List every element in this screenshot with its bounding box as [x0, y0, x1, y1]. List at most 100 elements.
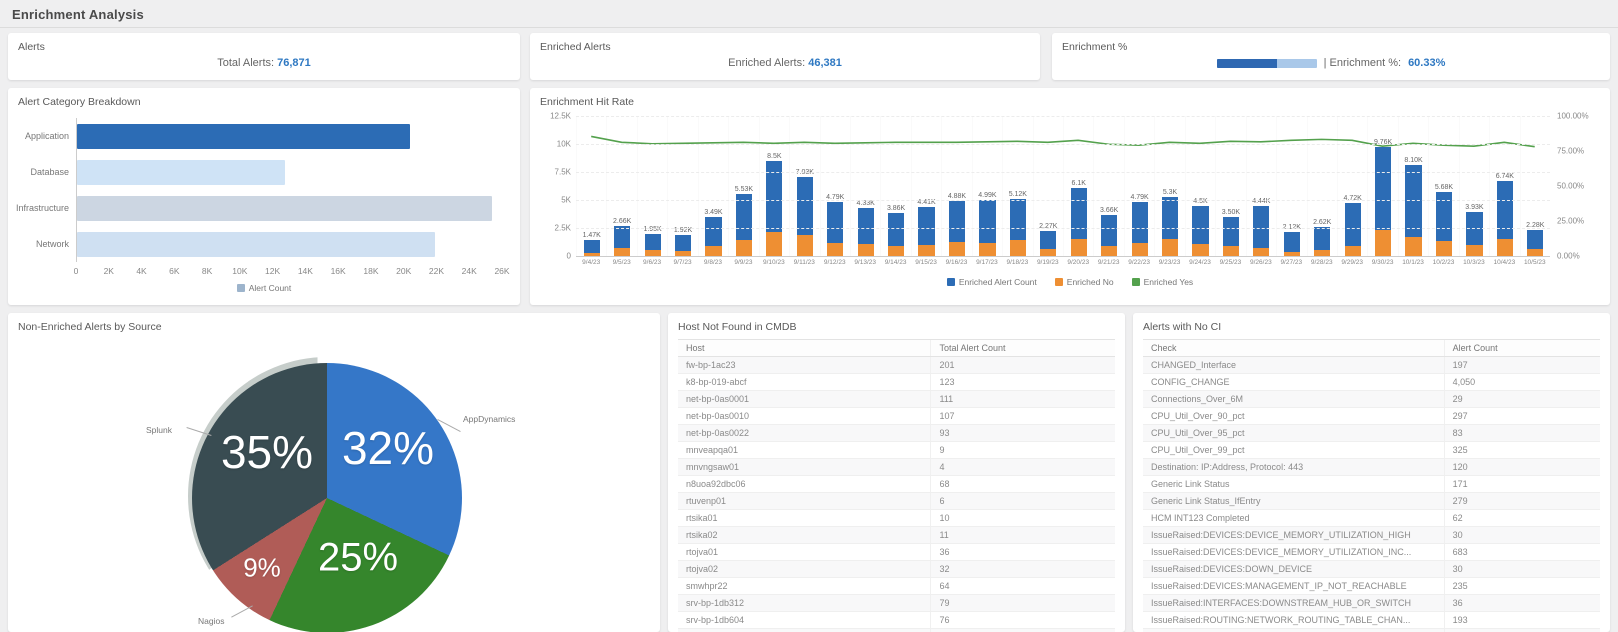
- cmdb-table-row[interactable]: n8uoa92dbc06 68: [678, 476, 1115, 493]
- enriched-no-segment[interactable]: [1040, 248, 1057, 256]
- enriched-no-segment[interactable]: [1466, 244, 1483, 256]
- stacked-bar[interactable]: [735, 194, 752, 256]
- cmdb-table-row[interactable]: smwhpr22 64: [678, 578, 1115, 595]
- cmdb-table-row[interactable]: net-bp-0as0010 107: [678, 408, 1115, 425]
- enriched-no-segment[interactable]: [1253, 248, 1270, 256]
- noci-table-row[interactable]: CHANGED_Interface 197: [1143, 357, 1600, 374]
- enriched-alert-count-segment[interactable]: [1040, 230, 1057, 249]
- noci-table-row[interactable]: IssueRaised:DEVICES:DEVICE_MEMORY_UTILIZ…: [1143, 527, 1600, 544]
- enriched-alert-count-segment[interactable]: [857, 207, 874, 244]
- enriched-alert-count-segment[interactable]: [948, 201, 966, 242]
- enriched-no-segment[interactable]: [1496, 239, 1513, 256]
- stacked-bar[interactable]: [1527, 230, 1544, 256]
- kpi-enriched-value[interactable]: 46,381: [808, 57, 842, 69]
- stacked-bar[interactable]: [796, 177, 813, 256]
- stacked-bar[interactable]: [674, 234, 692, 256]
- noci-table-row[interactable]: IssueRaised:DEVICES:MANAGEMENT_IP_NOT_RE…: [1143, 578, 1600, 595]
- enriched-no-segment[interactable]: [766, 232, 783, 256]
- enriched-no-segment[interactable]: [979, 242, 996, 256]
- stacked-bar[interactable]: [583, 239, 600, 256]
- stacked-bar[interactable]: [1375, 146, 1392, 256]
- stacked-bar[interactable]: [1131, 202, 1148, 256]
- enriched-alert-count-segment[interactable]: [979, 200, 996, 243]
- enriched-alert-count-segment[interactable]: [583, 239, 600, 253]
- enriched-no-segment[interactable]: [1070, 239, 1087, 256]
- stacked-bar[interactable]: [1314, 226, 1331, 256]
- source-pie-chart[interactable]: [192, 363, 462, 632]
- enriched-alert-count-segment[interactable]: [644, 234, 661, 251]
- noci-table-row[interactable]: Generic Link Status 171: [1143, 476, 1600, 493]
- stacked-bar[interactable]: [1070, 187, 1087, 256]
- noci-col-check[interactable]: Check: [1143, 340, 1445, 356]
- enriched-alert-count-segment[interactable]: [1161, 196, 1179, 240]
- stacked-bar[interactable]: [644, 234, 661, 256]
- enriched-no-segment[interactable]: [1101, 245, 1118, 256]
- cmdb-table-row[interactable]: rtojva02 32: [678, 561, 1115, 578]
- category-bar[interactable]: [77, 123, 411, 149]
- noci-table-header[interactable]: Check Alert Count: [1143, 339, 1600, 357]
- noci-table-row[interactable]: IssueRaised:SECURITY:UNKNOWN_COMMUNITY_S…: [1143, 629, 1600, 632]
- stacked-bar[interactable]: [948, 201, 966, 256]
- stacked-bar[interactable]: [857, 207, 874, 256]
- noci-table-row[interactable]: CPU_Util_Over_90_pct 297: [1143, 408, 1600, 425]
- enriched-alert-count-segment[interactable]: [1283, 232, 1300, 253]
- noci-table-row[interactable]: Generic Link Status_IfEntry 279: [1143, 493, 1600, 510]
- stacked-bar[interactable]: [888, 212, 905, 256]
- stacked-bar[interactable]: [1253, 206, 1270, 256]
- stacked-bar[interactable]: [1040, 230, 1057, 256]
- enriched-no-segment[interactable]: [1222, 246, 1239, 256]
- stacked-bar[interactable]: [918, 206, 935, 256]
- stacked-bar[interactable]: [1222, 216, 1239, 256]
- enriched-no-segment[interactable]: [735, 240, 752, 256]
- kpi-alerts-value[interactable]: 76,871: [277, 57, 311, 69]
- cmdb-table-header[interactable]: Host Total Alert Count: [678, 339, 1115, 357]
- enriched-no-segment[interactable]: [1344, 246, 1361, 256]
- category-bar[interactable]: [77, 159, 285, 185]
- stacked-bar[interactable]: [1466, 212, 1483, 256]
- enriched-no-segment[interactable]: [796, 234, 813, 256]
- cmdb-table-row[interactable]: mnvngsaw01 4: [678, 459, 1115, 476]
- enriched-alert-count-segment[interactable]: [1222, 216, 1239, 247]
- enriched-no-segment[interactable]: [583, 252, 600, 256]
- cmdb-table-row[interactable]: srv-bp-1db60574: [678, 629, 1115, 632]
- enriched-alert-count-segment[interactable]: [918, 206, 935, 246]
- cmdb-table-row[interactable]: rtsika02 11: [678, 527, 1115, 544]
- enriched-alert-count-segment[interactable]: [1009, 198, 1026, 241]
- kpi-pct-value[interactable]: 60.33%: [1408, 57, 1446, 69]
- enriched-no-segment[interactable]: [1131, 242, 1148, 256]
- enriched-no-segment[interactable]: [1009, 240, 1026, 256]
- noci-table-row[interactable]: IssueRaised:ROUTING:NETWORK_ROUTING_TABL…: [1143, 612, 1600, 629]
- enriched-alert-count-segment[interactable]: [674, 234, 692, 251]
- enriched-alert-count-segment[interactable]: [1070, 187, 1087, 240]
- stacked-bar[interactable]: [1101, 215, 1118, 256]
- enriched-no-segment[interactable]: [1405, 236, 1422, 256]
- enriched-alert-count-segment[interactable]: [1496, 180, 1513, 240]
- stacked-bar[interactable]: [766, 160, 783, 256]
- stacked-bar[interactable]: [1496, 180, 1513, 256]
- enriched-no-segment[interactable]: [1161, 239, 1179, 256]
- enriched-no-segment[interactable]: [918, 245, 935, 256]
- enriched-alert-count-segment[interactable]: [888, 212, 905, 246]
- cmdb-col-host[interactable]: Host: [678, 340, 932, 356]
- enriched-no-segment[interactable]: [614, 248, 631, 256]
- cmdb-table-row[interactable]: rtojva01 36: [678, 544, 1115, 561]
- stacked-bar[interactable]: [705, 216, 722, 256]
- enrichment-progress-bar[interactable]: [1216, 58, 1317, 68]
- enriched-alert-count-segment[interactable]: [796, 177, 813, 235]
- noci-table-row[interactable]: CPU_Util_Over_95_pct 83: [1143, 425, 1600, 442]
- cmdb-table-row[interactable]: net-bp-0as0022 93: [678, 425, 1115, 442]
- enriched-alert-count-segment[interactable]: [1375, 146, 1392, 231]
- legend-item[interactable]: Enriched Alert Count: [946, 277, 1037, 287]
- enriched-alert-count-segment[interactable]: [614, 226, 631, 249]
- enriched-alert-count-segment[interactable]: [1314, 226, 1331, 251]
- enriched-no-segment[interactable]: [1314, 250, 1331, 256]
- stacked-bar[interactable]: [1344, 203, 1361, 256]
- enriched-alert-count-segment[interactable]: [766, 160, 783, 233]
- enriched-no-segment[interactable]: [857, 243, 874, 256]
- enriched-alert-count-segment[interactable]: [1344, 203, 1361, 247]
- category-bar[interactable]: [77, 195, 493, 221]
- stacked-bar[interactable]: [1283, 232, 1300, 256]
- enriched-alert-count-segment[interactable]: [1131, 202, 1148, 243]
- enriched-no-segment[interactable]: [1527, 249, 1544, 256]
- noci-table-row[interactable]: CONFIG_CHANGE 4,050: [1143, 374, 1600, 391]
